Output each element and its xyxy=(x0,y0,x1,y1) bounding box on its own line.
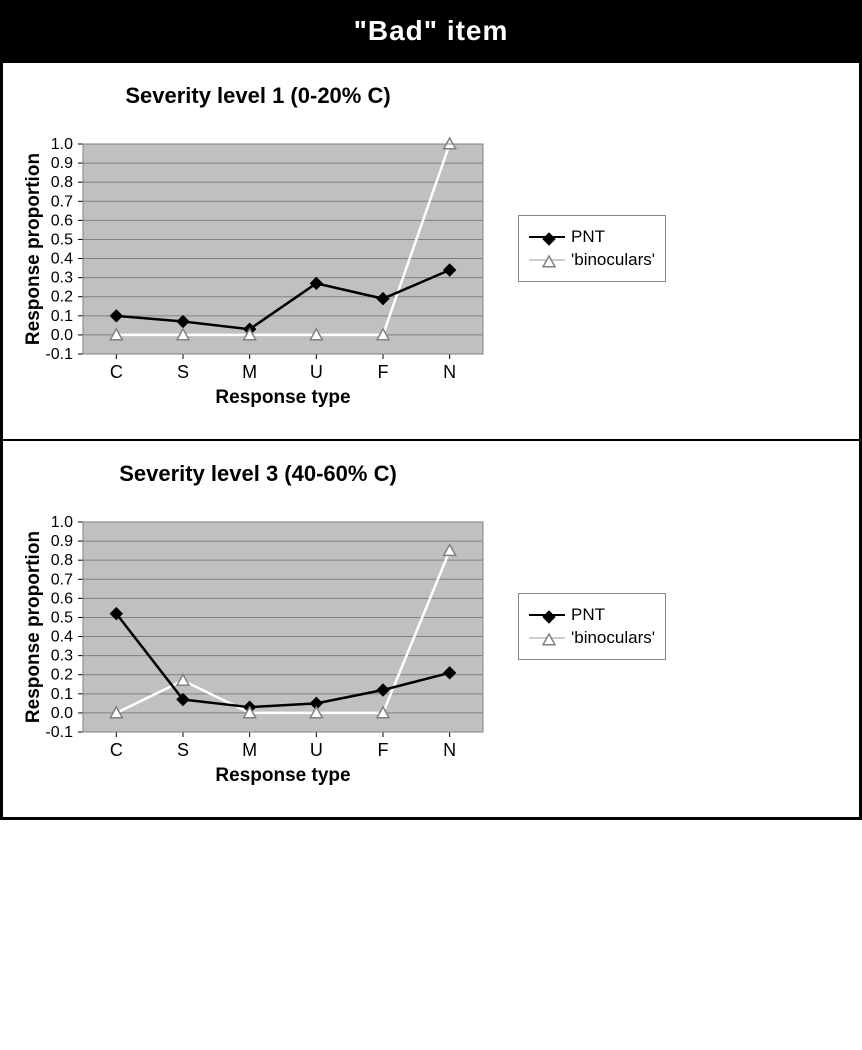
x-tick-label: C xyxy=(110,740,123,760)
x-tick-label: N xyxy=(443,740,456,760)
y-axis-label: Response proportion xyxy=(23,153,44,345)
y-tick-label: 0.7 xyxy=(51,571,73,588)
legend-row-PNT: PNT xyxy=(529,227,655,247)
x-tick-label: N xyxy=(443,362,456,382)
x-tick-label: M xyxy=(242,740,257,760)
y-tick-label: 0.8 xyxy=(51,174,73,191)
y-tick-label: 1.0 xyxy=(51,514,73,531)
y-tick-label: 0.6 xyxy=(51,590,73,607)
y-tick-label: 1.0 xyxy=(51,136,73,153)
triangle-marker-binoculars xyxy=(444,138,456,149)
triangle-marker-binoculars xyxy=(543,256,555,267)
y-tick-label: 0.4 xyxy=(51,629,73,646)
x-tick-label: U xyxy=(310,740,323,760)
charts-container: Severity level 1 (0-20% C) -0.1 0.0 0.1 0.2… xyxy=(3,63,859,817)
diamond-marker-PNT xyxy=(543,233,555,245)
y-tick-label: 0.6 xyxy=(51,212,73,229)
y-tick-label: 0.2 xyxy=(51,667,73,684)
x-tick-label: F xyxy=(378,740,389,760)
y-tick-label: -0.1 xyxy=(45,346,73,363)
chart-svg-0: -0.1 0.0 0.1 0.2 0.3 0.4 0.5 0.6 0.7 0.8 0.9 1.0 C S M… xyxy=(23,129,493,409)
chart-panel-1: Severity level 3 (40-60% C) -0.1 0.0 0.1 0.… xyxy=(3,439,859,817)
legend-label: PNT xyxy=(571,605,605,625)
legend: PNT 'binoculars' xyxy=(518,215,666,282)
y-tick-label: 0.2 xyxy=(51,289,73,306)
x-tick-label: S xyxy=(177,740,189,760)
triangle-marker-binoculars xyxy=(543,634,555,645)
y-tick-label: 0.8 xyxy=(51,552,73,569)
y-tick-label: 0.1 xyxy=(51,308,73,325)
figure-header: "Bad" item xyxy=(3,3,859,63)
x-tick-label: M xyxy=(242,362,257,382)
chart-block: Severity level 3 (40-60% C) -0.1 0.0 0.1 0.… xyxy=(23,461,493,792)
y-tick-label: 0.5 xyxy=(51,609,73,626)
y-tick-label: 0.7 xyxy=(51,193,73,210)
x-tick-label: C xyxy=(110,362,123,382)
y-tick-label: 0.9 xyxy=(51,155,73,172)
x-axis-label: Response type xyxy=(215,387,350,408)
chart-panel-0: Severity level 1 (0-20% C) -0.1 0.0 0.1 0.2… xyxy=(3,63,859,439)
y-tick-label: -0.1 xyxy=(45,724,73,741)
y-axis-label: Response proportion xyxy=(23,531,44,723)
y-tick-label: 0.0 xyxy=(51,327,73,344)
figure-frame: "Bad" item Severity level 1 (0-20% C) -0… xyxy=(0,0,862,820)
chart-title: Severity level 1 (0-20% C) xyxy=(23,83,493,109)
y-tick-label: 0.3 xyxy=(51,270,73,287)
legend: PNT 'binoculars' xyxy=(518,593,666,660)
legend-label: 'binoculars' xyxy=(571,250,655,270)
x-axis-label: Response type xyxy=(215,765,350,786)
y-tick-label: 0.5 xyxy=(51,231,73,248)
chart-title: Severity level 3 (40-60% C) xyxy=(23,461,493,487)
legend-label: PNT xyxy=(571,227,605,247)
x-tick-label: S xyxy=(177,362,189,382)
figure-header-text: "Bad" item xyxy=(3,3,859,47)
y-tick-label: 0.1 xyxy=(51,686,73,703)
legend-row-binoculars: 'binoculars' xyxy=(529,250,655,270)
y-tick-label: 0.0 xyxy=(51,705,73,722)
diamond-marker-PNT xyxy=(543,611,555,623)
legend-label: 'binoculars' xyxy=(571,628,655,648)
y-tick-label: 0.4 xyxy=(51,251,73,268)
y-tick-label: 0.9 xyxy=(51,533,73,550)
chart-svg-1: -0.1 0.0 0.1 0.2 0.3 0.4 0.5 0.6 0.7 0.8 0.9 1.0 C S M… xyxy=(23,507,493,787)
x-tick-label: U xyxy=(310,362,323,382)
chart-block: Severity level 1 (0-20% C) -0.1 0.0 0.1 0.2… xyxy=(23,83,493,414)
x-tick-label: F xyxy=(378,362,389,382)
legend-row-binoculars: 'binoculars' xyxy=(529,628,655,648)
y-tick-label: 0.3 xyxy=(51,648,73,665)
legend-row-PNT: PNT xyxy=(529,605,655,625)
